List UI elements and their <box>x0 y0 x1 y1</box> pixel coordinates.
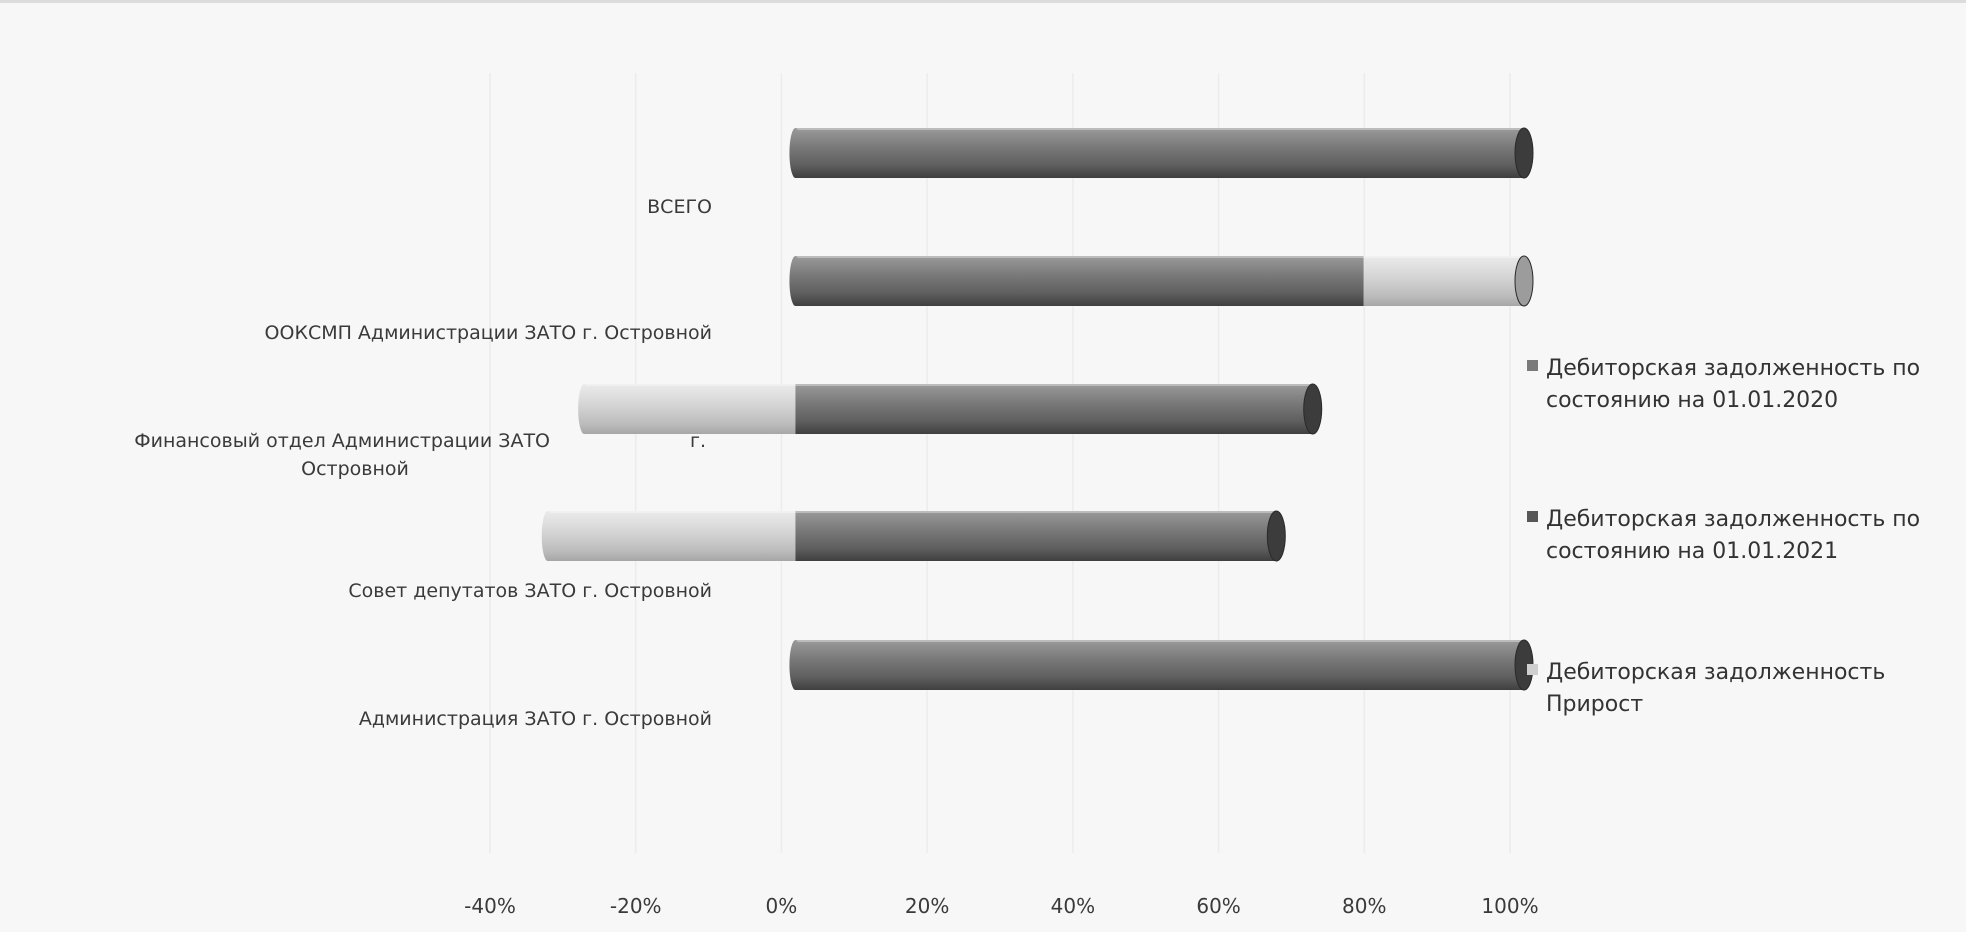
legend-item: Дебиторская задолженность по состоянию на… <box>1527 356 1920 413</box>
bar-segment <box>795 256 1364 306</box>
bar-cap-left <box>541 511 554 561</box>
bar-segment <box>795 128 1524 178</box>
legend: Дебиторская задолженность по состоянию на… <box>1527 356 1920 717</box>
legend-swatch <box>1527 511 1538 522</box>
category-label: ООКСМП Администрации ЗАТО г. Островной <box>265 322 712 344</box>
bar-cap-right <box>1514 127 1534 179</box>
legend-label: Прирост <box>1546 692 1643 717</box>
bar-cap-left <box>578 384 591 434</box>
x-tick-label: 20% <box>905 894 949 918</box>
gridlines <box>489 73 1511 853</box>
x-tick-label: -20% <box>610 894 662 918</box>
x-tick-label: -40% <box>464 894 516 918</box>
bar-cap-right <box>1303 383 1323 435</box>
bar-segment <box>795 640 1524 690</box>
legend-item: Дебиторская задолженность по состоянию на… <box>1527 507 1920 564</box>
bar-chart: ВСЕГО ООКСМП Администрации ЗАТО г. Остров… <box>134 73 1920 918</box>
bar-segment <box>795 384 1313 434</box>
bar-cap-right <box>1266 510 1286 562</box>
bar-cap-right <box>1514 255 1534 307</box>
legend-swatch <box>1527 360 1538 371</box>
category-label-cont: г. <box>690 430 706 452</box>
legend-label: Дебиторская задолженность по <box>1546 507 1920 532</box>
x-tick-label: 40% <box>1051 894 1095 918</box>
legend-label: Дебиторская задолженность <box>1546 660 1885 685</box>
bars <box>541 127 1534 691</box>
x-tick-label: 100% <box>1481 894 1538 918</box>
category-label: Совет депутатов ЗАТО г. Островной <box>348 580 712 602</box>
legend-label: состоянию на 01.01.2020 <box>1546 388 1838 413</box>
legend-label: состоянию на 01.01.2021 <box>1546 539 1838 564</box>
bar-segment <box>1363 256 1524 306</box>
category-label: Финансовый отдел Администрации ЗАТО <box>134 430 550 452</box>
legend-item: Дебиторская задолженность Прирост <box>1527 660 1885 717</box>
bar-cap-left <box>789 128 802 178</box>
x-tick-label: 60% <box>1196 894 1240 918</box>
x-tick-label: 0% <box>766 894 798 918</box>
bar-cap-left <box>789 256 802 306</box>
bar-segment <box>584 384 796 434</box>
legend-swatch <box>1527 664 1538 675</box>
bar-segment <box>547 511 796 561</box>
category-label: ВСЕГО <box>647 196 712 218</box>
category-labels: ВСЕГО ООКСМП Администрации ЗАТО г. Остров… <box>134 196 712 730</box>
x-axis-ticks: -40% -20% 0% 20% 40% 60% 80% 100% <box>464 894 1538 918</box>
category-label-cont: Островной <box>301 458 409 480</box>
bar-segment <box>795 511 1277 561</box>
category-label: Администрация ЗАТО г. Островной <box>359 708 712 730</box>
legend-label: Дебиторская задолженность по <box>1546 356 1920 381</box>
bar-cap-left <box>789 640 802 690</box>
x-tick-label: 80% <box>1342 894 1386 918</box>
